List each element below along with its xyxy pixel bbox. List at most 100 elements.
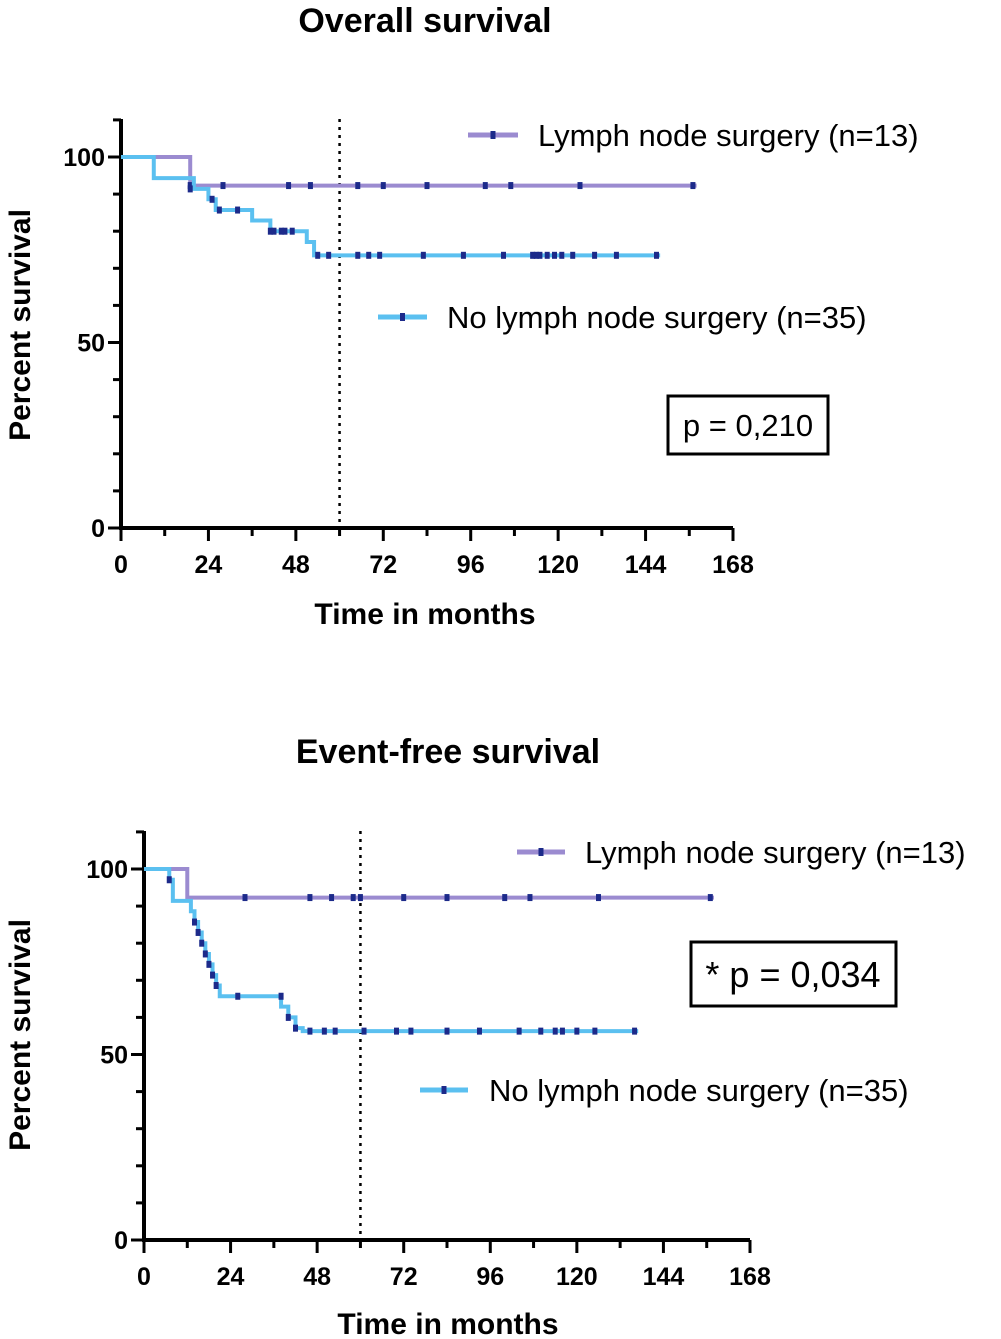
x-tick-label: 72 — [390, 1263, 418, 1291]
legend-no-lymph-label: No lymph node surgery (n=35) — [489, 1073, 909, 1108]
legend-lymph-node-surgery: Lymph node surgery (n=13) — [468, 118, 919, 153]
censor-mark — [559, 251, 565, 259]
censor-mark — [401, 894, 407, 902]
y-tick-labels: 0 50 100 — [63, 144, 105, 543]
censor-mark — [577, 182, 583, 190]
censor-mark — [235, 206, 241, 214]
censor-mark — [355, 182, 361, 190]
x-tick-label: 168 — [712, 551, 754, 579]
censor-mark — [278, 992, 284, 1000]
censor-mark — [192, 918, 197, 926]
legend-no-lymph-label: No lymph node surgery (n=35) — [447, 300, 867, 335]
censor-mark — [559, 1027, 565, 1035]
censor-mark — [326, 251, 332, 259]
censor-mark — [482, 182, 488, 190]
censor-mark — [235, 992, 241, 1000]
x-tick-label: 48 — [282, 551, 310, 579]
legend-lymph-node-surgery: Lymph node surgery (n=13) — [517, 835, 966, 870]
censor-mark — [307, 182, 313, 190]
survival-curve-no-lymph-node-surgery — [121, 155, 661, 258]
censor-mark — [654, 251, 659, 259]
x-tick-label: 120 — [556, 1263, 598, 1291]
x-tick-label: 168 — [729, 1263, 771, 1291]
censor-mark — [592, 1027, 598, 1035]
pvalue-box — [666, 394, 830, 456]
pvalue-label: p = 0,210 — [683, 408, 813, 443]
x-tick-label: 144 — [625, 551, 667, 579]
x-tick-label: 96 — [476, 1263, 504, 1291]
censor-mark — [502, 894, 508, 902]
x-tick-label: 0 — [114, 551, 128, 579]
censor-mark — [537, 251, 543, 259]
y-tick-label: 50 — [100, 1042, 128, 1070]
censor-mark — [574, 1027, 580, 1035]
censor-mark — [632, 1027, 638, 1035]
y-tick-label: 100 — [86, 856, 128, 884]
chart-title: Overall survival — [298, 2, 551, 40]
censor-mark — [202, 950, 208, 958]
series-group — [144, 867, 714, 1035]
censor-mark — [444, 894, 450, 902]
censor-mark — [210, 971, 216, 979]
censor-mark — [307, 894, 313, 902]
legend-swatch-marker — [538, 848, 544, 856]
censor-mark — [166, 876, 172, 884]
legend-swatch-marker — [441, 1086, 447, 1094]
censor-mark — [570, 251, 576, 259]
censor-mark — [329, 894, 335, 902]
legend-lymph-label: Lymph node surgery (n=13) — [538, 118, 919, 153]
censor-mark — [424, 182, 430, 190]
pvalue-box — [689, 940, 898, 1008]
overall-survival-chart: Overall survival Time in months Percent … — [4, 2, 919, 631]
censor-mark — [420, 251, 426, 259]
legend-swatch-marker — [400, 313, 405, 321]
y-axis-label: Percent survival — [4, 209, 37, 441]
x-tick-labels: 0 24 48 72 96 120 144 168 — [114, 551, 754, 579]
x-axis-label: Time in months — [314, 598, 535, 631]
censor-mark — [289, 227, 295, 235]
legend-no-lymph-node-surgery: No lymph node surgery (n=35) — [378, 300, 867, 335]
censor-mark — [476, 1027, 482, 1035]
censor-mark — [361, 1027, 367, 1035]
censor-mark — [355, 251, 361, 259]
censor-mark — [380, 182, 386, 190]
censor-mark — [307, 1027, 313, 1035]
censor-mark — [460, 251, 466, 259]
censor-mark — [199, 939, 205, 947]
censor-mark — [332, 1027, 338, 1035]
censor-mark — [195, 928, 201, 936]
series-group — [121, 155, 697, 259]
censor-mark — [538, 1027, 544, 1035]
censor-mark — [592, 251, 598, 259]
censor-mark — [242, 894, 248, 902]
censor-mark — [530, 251, 536, 259]
censor-mark — [271, 227, 277, 235]
x-tick-labels: 0 24 48 72 96 120 144 168 — [137, 1263, 771, 1291]
censor-mark — [293, 1024, 298, 1032]
axes — [108, 118, 735, 541]
x-tick-label: 48 — [303, 1263, 331, 1291]
censor-mark — [321, 1027, 327, 1035]
legend-lymph-label: Lymph node surgery (n=13) — [585, 835, 966, 870]
censor-mark — [278, 227, 284, 235]
y-axis-label: Percent survival — [4, 919, 37, 1151]
censor-mark — [285, 1013, 291, 1021]
censor-mark — [527, 894, 533, 902]
survival-curve-lymph-node-surgery — [121, 155, 697, 188]
censor-mark — [216, 206, 222, 214]
survival-curve-no-lymph-node-surgery — [144, 867, 639, 1034]
censor-mark — [707, 894, 713, 902]
pvalue-label: * p = 0,034 — [705, 954, 880, 995]
censor-mark — [350, 894, 356, 902]
x-tick-label: 24 — [217, 1263, 245, 1291]
x-tick-label: 24 — [195, 551, 223, 579]
censor-mark — [596, 894, 601, 902]
censor-mark — [444, 1027, 450, 1035]
x-tick-label: 144 — [643, 1263, 685, 1291]
censor-mark — [220, 182, 226, 190]
chart-title: Event-free survival — [296, 733, 600, 771]
censor-mark — [187, 185, 193, 193]
censor-mark — [357, 894, 363, 902]
censor-mark — [206, 960, 212, 968]
